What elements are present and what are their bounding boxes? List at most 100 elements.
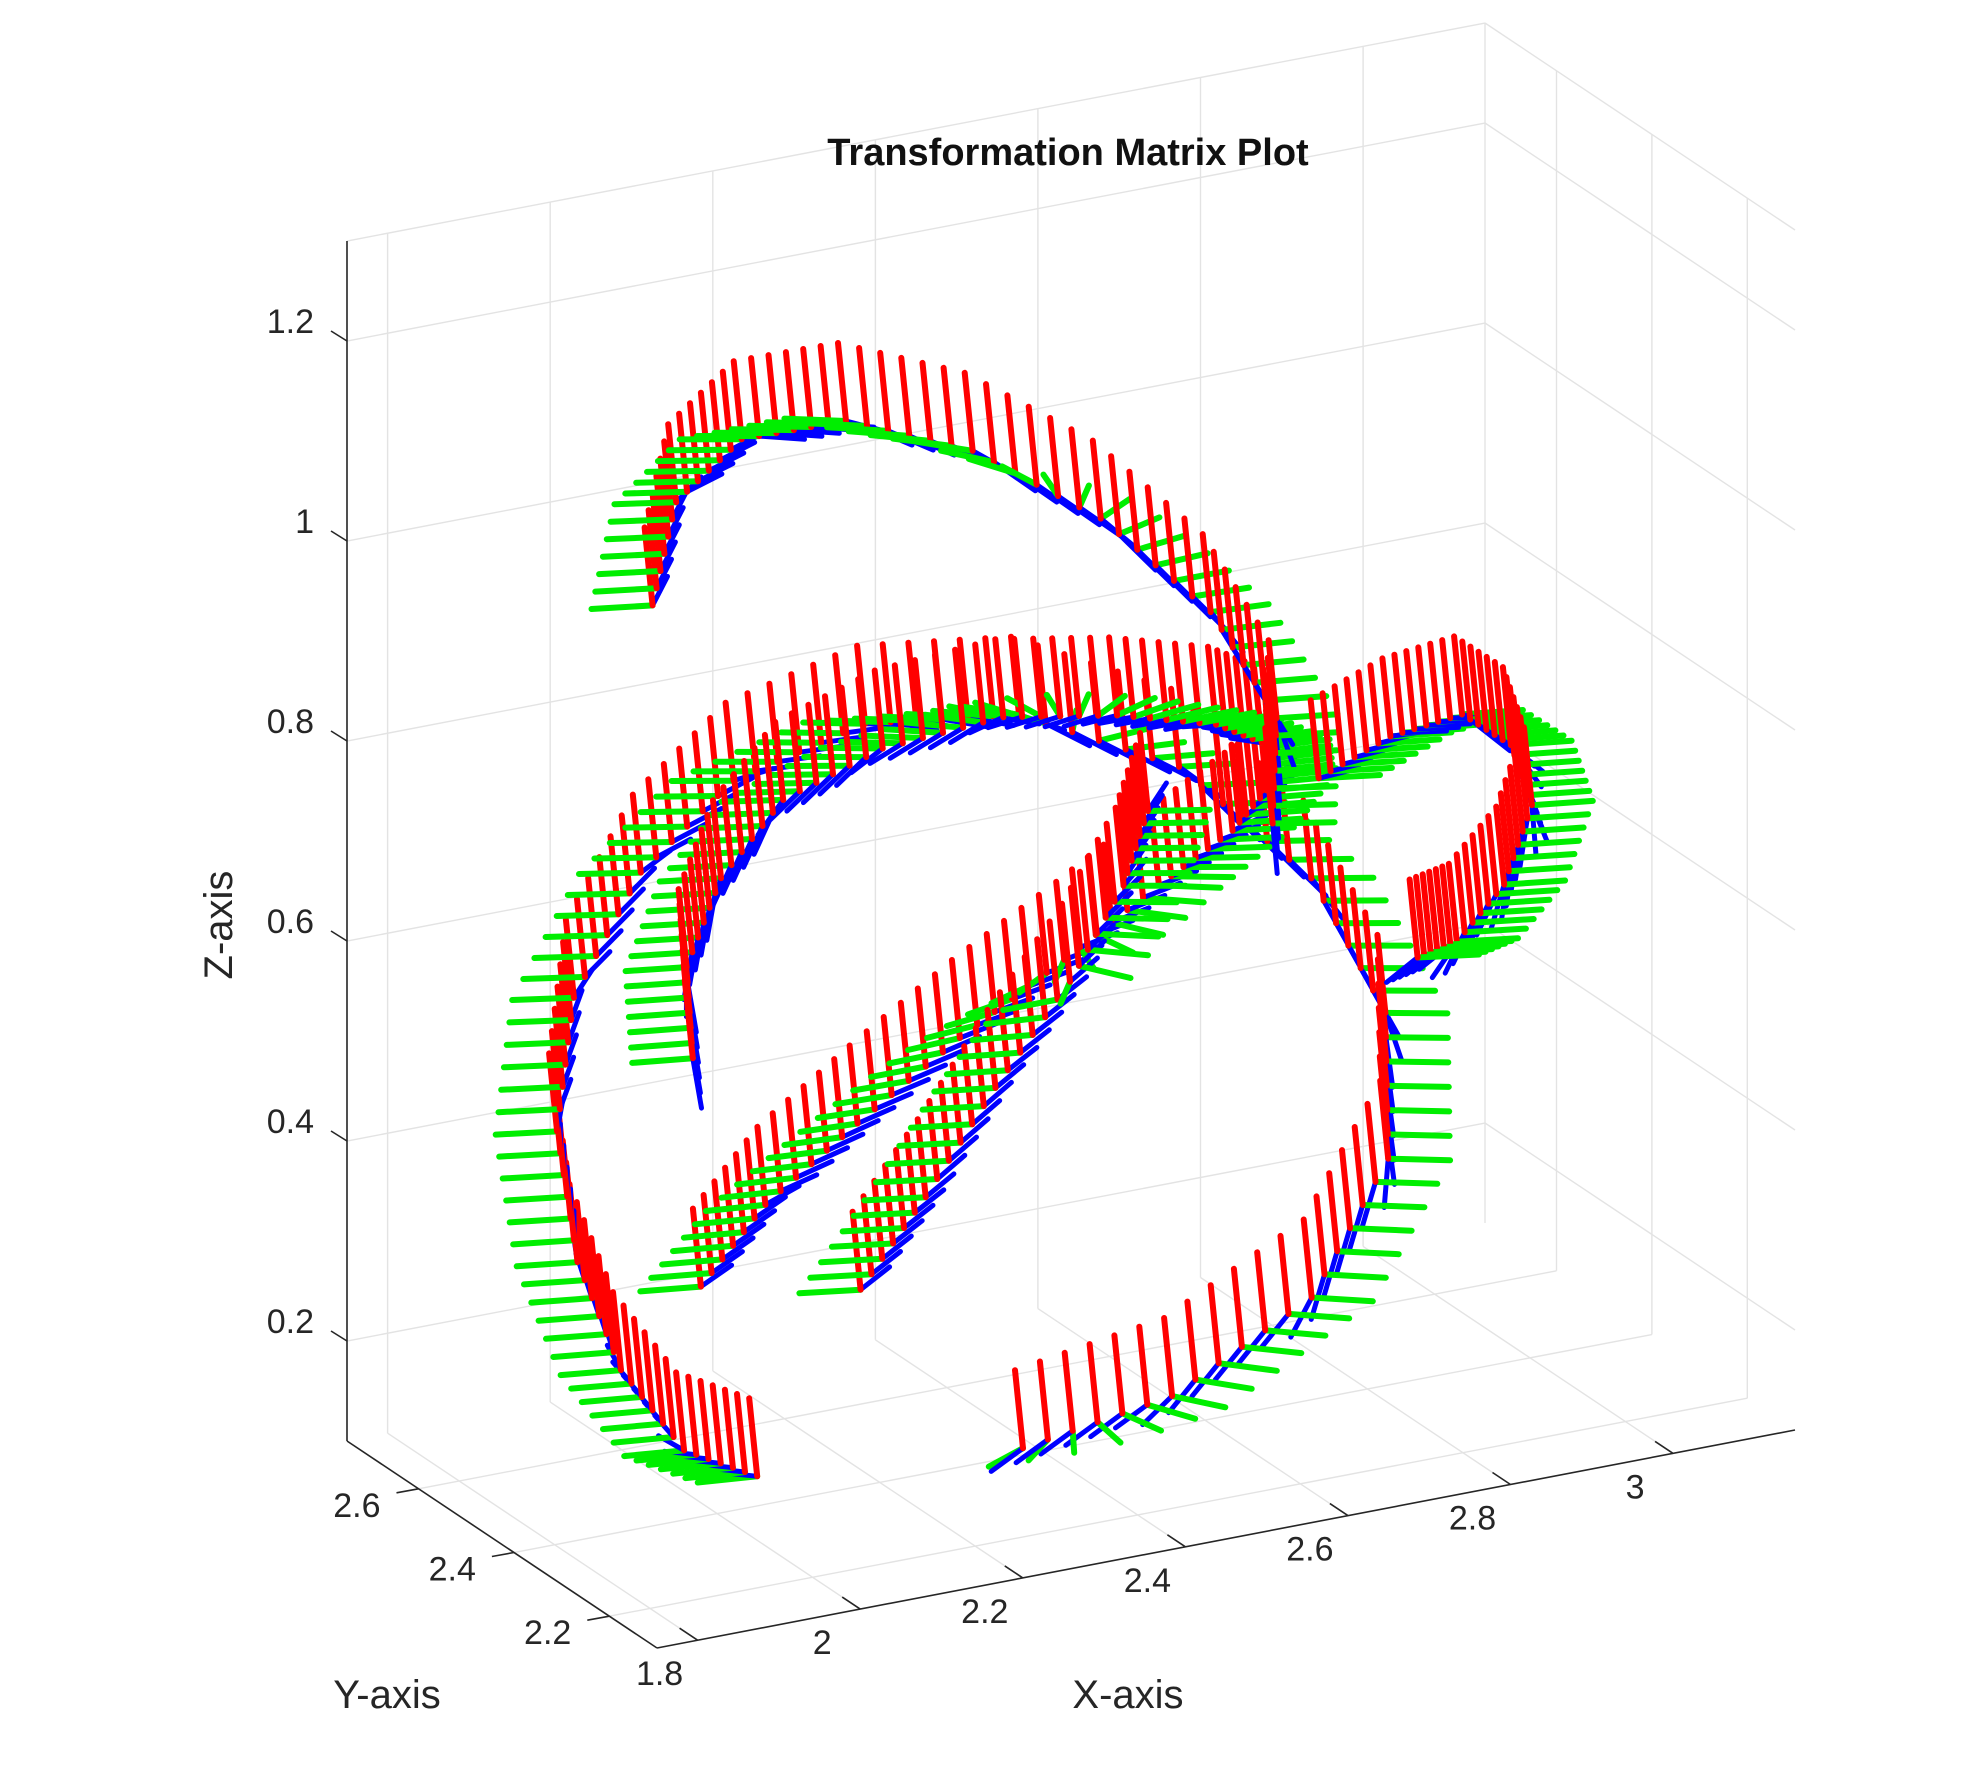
y-frame-vector xyxy=(1271,765,1340,774)
z-frame-vector xyxy=(1112,874,1143,905)
y-frame-vector xyxy=(521,1277,588,1288)
y-frame-vector xyxy=(734,1174,800,1188)
x-tick xyxy=(1004,1565,1024,1579)
x-frame-vector xyxy=(1307,697,1322,782)
x-tick-label: 2.2 xyxy=(961,1593,1008,1631)
y-frame-vector xyxy=(1205,843,1273,852)
y-frame-vector xyxy=(622,964,690,975)
x-frame-vector xyxy=(1413,873,1428,958)
frame-glyphs xyxy=(492,340,1596,1486)
y-frame-vector xyxy=(665,446,734,454)
y-frame-vector xyxy=(550,1349,617,1360)
x-frame-vector xyxy=(1012,1367,1026,1452)
x-frame-vector xyxy=(653,472,668,557)
y-frame-vector xyxy=(1493,887,1561,898)
x-frame-vector xyxy=(573,1199,588,1284)
y-frame-vector xyxy=(1308,1294,1376,1305)
y-frame-vector xyxy=(637,808,706,816)
x-frame-vector xyxy=(1313,1193,1328,1278)
x-tick xyxy=(679,1627,699,1641)
grid-line xyxy=(346,122,1486,342)
y-frame-vector xyxy=(589,1407,656,1419)
y-frame-vector xyxy=(1262,1327,1329,1339)
x-frame-vector xyxy=(1337,864,1352,949)
y-frame-vector xyxy=(1519,824,1587,835)
x-frame-vector xyxy=(1112,804,1127,889)
x-frame-vector xyxy=(1126,468,1141,553)
x-frame-vector xyxy=(761,731,776,816)
z-frame-vector xyxy=(751,810,776,857)
y-frame-vector xyxy=(718,1188,784,1201)
y-frame-vector xyxy=(1000,996,1061,1014)
y-frame-vector xyxy=(1469,916,1537,926)
y-frame-vector xyxy=(1147,701,1202,722)
x-frame-vector xyxy=(788,710,803,795)
y-frame-vector xyxy=(600,1420,667,1433)
z-frame-vector xyxy=(1411,724,1462,732)
x-frame-vector xyxy=(1172,786,1187,871)
y-frame-vector xyxy=(751,779,820,787)
z-frame-vector xyxy=(1097,714,1136,726)
x-frame-vector xyxy=(1339,1147,1353,1232)
x-frame-vector xyxy=(1085,852,1100,937)
y-frame-vector xyxy=(1269,755,1335,768)
y-frame-vector xyxy=(1383,1058,1452,1066)
y-frame-vector xyxy=(1372,1178,1441,1187)
y-frame-vector xyxy=(1215,1360,1280,1374)
y-frame-vector xyxy=(1501,877,1569,888)
y-frame-vector xyxy=(1192,1376,1255,1392)
x-frame-vector xyxy=(1025,403,1040,488)
x-frame-vector xyxy=(1419,871,1434,956)
x-frame-vector xyxy=(835,340,849,424)
z-frame-vector xyxy=(1399,728,1450,736)
y-frame-vector xyxy=(1171,567,1232,584)
y-frame-vector xyxy=(1119,1410,1164,1434)
x-frame-vector xyxy=(1111,1332,1126,1417)
y-frame-vector xyxy=(1384,1107,1453,1115)
z-frame-vector xyxy=(756,433,807,442)
z-tick xyxy=(330,1130,348,1142)
z-frame-vector xyxy=(1043,720,1093,749)
y-frame-vector xyxy=(1385,1155,1454,1164)
z-frame-vector xyxy=(958,1116,991,1146)
z-frame-vector xyxy=(1004,714,1044,730)
y-frame-vector xyxy=(610,1434,677,1446)
x-frame-vector xyxy=(610,1289,624,1374)
y-frame-vector xyxy=(659,1256,726,1268)
y-frame-vector xyxy=(1134,532,1188,553)
x-frame-vector xyxy=(1068,635,1083,719)
y-frame-vector xyxy=(1130,698,1181,720)
y-frame-vector xyxy=(535,1313,603,1324)
y-frame-vector xyxy=(500,1061,569,1071)
y-frame-vector xyxy=(603,533,672,543)
z-frame-vector xyxy=(704,890,718,943)
y-frame-vector xyxy=(802,420,871,429)
x-frame-vector xyxy=(681,977,696,1062)
x-frame-vector xyxy=(641,1329,656,1414)
x-tick-label: 2.4 xyxy=(1124,1562,1171,1600)
y-frame-vector xyxy=(765,1147,830,1162)
x-frame-vector xyxy=(1326,1170,1341,1255)
z-frame-vector xyxy=(912,1187,947,1216)
z-frame-vector xyxy=(1130,717,1169,729)
y-frame-vector xyxy=(607,516,676,525)
y-frame-vector xyxy=(543,1331,610,1342)
y-frame-vector xyxy=(828,1240,897,1250)
z-frame-vector xyxy=(879,1233,914,1262)
z-tick-label: 0.4 xyxy=(267,1103,314,1141)
x-frame-vector xyxy=(1004,392,1019,477)
axes-box xyxy=(330,241,1796,1649)
y-frame-vector xyxy=(639,919,707,930)
z-frame-vector xyxy=(1038,1428,1076,1457)
grid-line xyxy=(1484,722,1796,931)
y-frame-vector xyxy=(1145,806,1213,814)
z-frame-vector xyxy=(1146,719,1186,731)
x-frame-vector xyxy=(1161,1315,1176,1399)
x-frame-vector xyxy=(1427,640,1442,725)
z-tick-label: 1.2 xyxy=(267,303,314,341)
x-tick-label: 2 xyxy=(813,1624,832,1662)
x-frame-vector xyxy=(1136,1323,1151,1408)
x-frame-vector xyxy=(1011,635,1026,720)
z-frame-vector xyxy=(627,865,657,896)
y-frame-vector xyxy=(654,457,723,465)
